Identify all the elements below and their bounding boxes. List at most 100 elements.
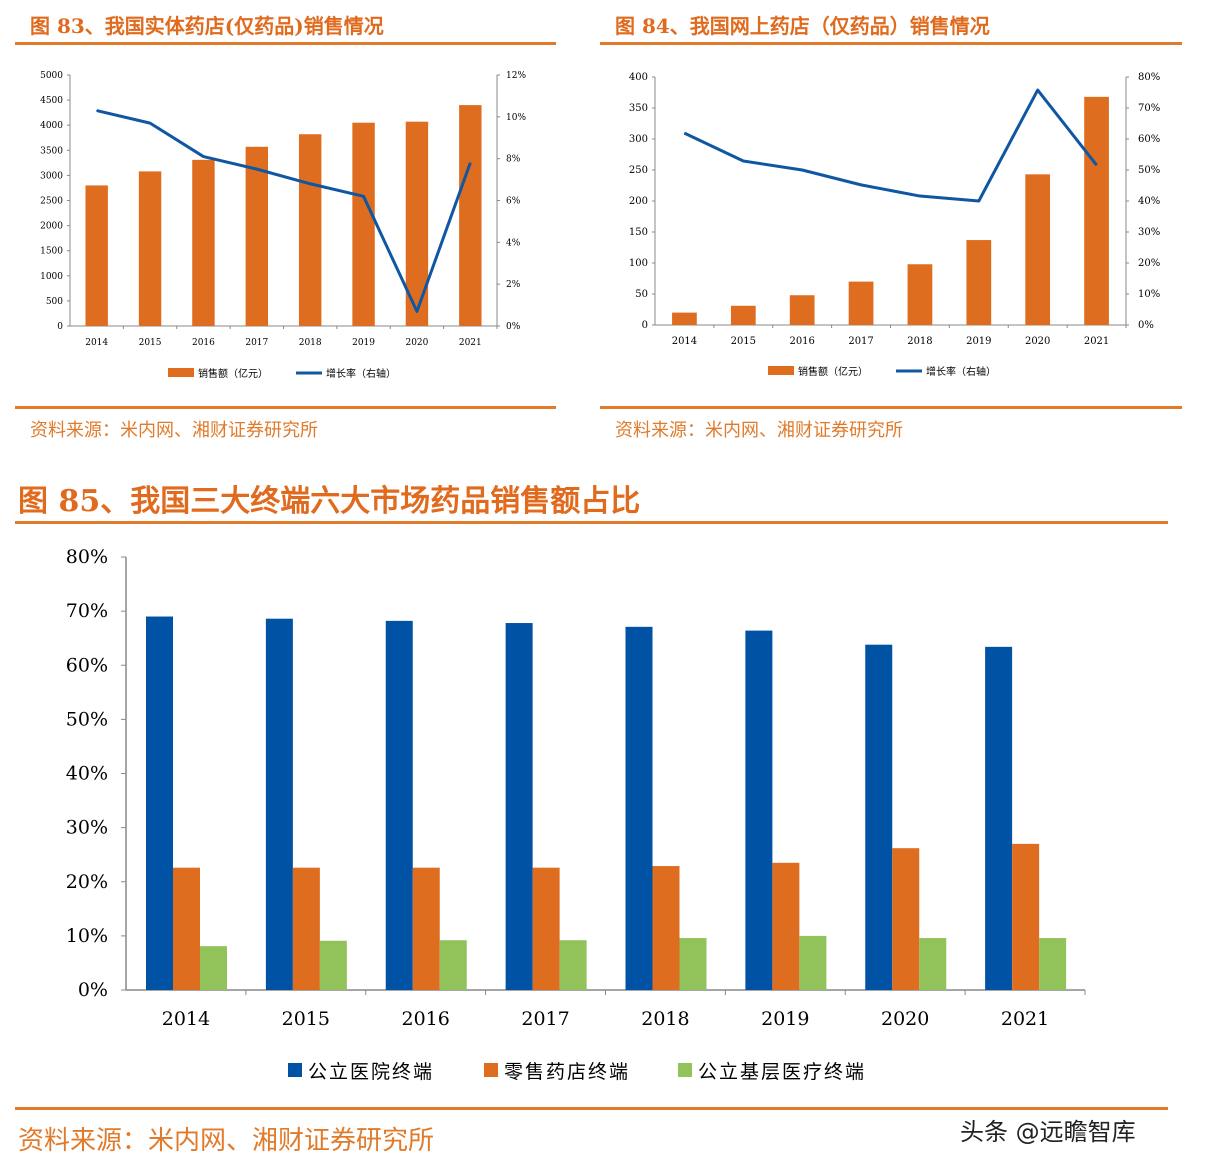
bar-2016-series-2 xyxy=(439,940,467,990)
y-tick-label: 50% xyxy=(66,708,108,730)
growth-point-2019 xyxy=(363,195,365,197)
x-tick-label: 2020 xyxy=(881,1008,929,1030)
growth-point-2021 xyxy=(1096,164,1098,166)
y-tick-label: 3500 xyxy=(40,146,63,156)
bar-2017 xyxy=(245,146,269,326)
bar-2021 xyxy=(1084,96,1109,325)
y-tick-label: 40% xyxy=(66,763,108,785)
y2-tick-label: 12% xyxy=(506,71,526,81)
y2-tick-label: 70% xyxy=(1138,103,1160,114)
fig83-bottom-rule xyxy=(15,406,556,409)
y-tick-label: 1500 xyxy=(40,247,63,257)
y2-tick-label: 30% xyxy=(1138,227,1160,238)
fig84-title: 图 84、我国网上药店（仅药品）销售情况 xyxy=(615,14,990,38)
growth-point-2017 xyxy=(860,184,862,186)
y2-tick-label: 50% xyxy=(1138,165,1160,176)
legend-swatch-1 xyxy=(484,1063,498,1077)
bar-2020-series-0 xyxy=(865,644,893,990)
x-tick-label: 2019 xyxy=(966,336,991,347)
growth-point-2018 xyxy=(309,183,311,185)
y2-tick-label: 8% xyxy=(506,155,521,165)
fig84-source: 资料来源：米内网、湘财证券研究所 xyxy=(615,420,903,441)
bar-2020-series-1 xyxy=(892,848,920,990)
x-tick-label: 2015 xyxy=(139,338,162,348)
y-tick-label: 400 xyxy=(629,72,648,83)
x-tick-label: 2014 xyxy=(672,336,697,347)
y-tick-label: 80% xyxy=(66,546,108,568)
fig83-title: 图 83、我国实体药店(仅药品)销售情况 xyxy=(30,14,384,38)
y-tick-label: 30% xyxy=(66,817,108,839)
y-tick-label: 0% xyxy=(78,979,108,1001)
fig84-bottom-rule xyxy=(600,406,1182,409)
x-tick-label: 2018 xyxy=(641,1008,689,1030)
growth-point-2015 xyxy=(149,122,151,124)
y-tick-label: 250 xyxy=(629,165,648,176)
y2-tick-label: 0% xyxy=(506,322,521,332)
x-tick-label: 2021 xyxy=(459,338,482,348)
legend-swatch-0 xyxy=(288,1063,302,1077)
y-tick-label: 200 xyxy=(629,196,648,207)
bar-2015 xyxy=(730,305,756,325)
y2-tick-label: 2% xyxy=(506,280,521,290)
x-tick-label: 2015 xyxy=(282,1008,330,1030)
x-tick-label: 2017 xyxy=(245,338,268,348)
bar-2021-series-2 xyxy=(1039,938,1067,990)
y-tick-label: 0 xyxy=(57,322,63,332)
y2-tick-label: 40% xyxy=(1138,196,1160,207)
legend-swatch-bar xyxy=(768,366,794,375)
bar-2015-series-1 xyxy=(292,867,320,990)
x-tick-label: 2016 xyxy=(789,336,814,347)
bar-2018-series-1 xyxy=(652,866,680,990)
growth-point-2015 xyxy=(742,160,744,162)
y2-tick-label: 60% xyxy=(1138,134,1160,145)
bar-2014 xyxy=(85,185,108,326)
y-tick-label: 5000 xyxy=(40,71,63,81)
bar-2016-series-1 xyxy=(412,867,440,990)
y2-tick-label: 10% xyxy=(1138,289,1160,300)
bar-2014-series-0 xyxy=(146,616,173,990)
x-tick-label: 2016 xyxy=(192,338,215,348)
bar-2021-series-0 xyxy=(985,646,1013,990)
y-tick-label: 4000 xyxy=(40,121,63,131)
fig85-source: 资料来源：米内网、湘财证券研究所 xyxy=(18,1126,435,1156)
y-tick-label: 500 xyxy=(46,297,63,307)
x-tick-label: 2018 xyxy=(907,336,932,347)
bar-2018-series-0 xyxy=(625,626,653,990)
x-tick-label: 2019 xyxy=(352,338,375,348)
bar-2019 xyxy=(966,240,992,325)
bar-2019-series-2 xyxy=(799,935,827,990)
y-tick-label: 20% xyxy=(66,871,108,893)
growth-point-2018 xyxy=(919,195,921,197)
growth-point-2017 xyxy=(256,168,258,170)
x-tick-label: 2017 xyxy=(848,336,873,347)
fig84-top-rule xyxy=(600,42,1182,45)
y-tick-label: 350 xyxy=(629,103,648,114)
fig85-bottom-rule xyxy=(15,1107,1168,1110)
bar-2015-series-0 xyxy=(265,618,293,990)
legend-swatch-2 xyxy=(678,1063,692,1077)
bar-2020 xyxy=(1025,174,1051,325)
bar-2018 xyxy=(298,134,322,326)
growth-point-2019 xyxy=(978,200,980,202)
x-tick-label: 2021 xyxy=(1001,1008,1049,1030)
y-tick-label: 10% xyxy=(66,925,108,947)
legend-label-bar: 销售额（亿元） xyxy=(798,365,868,378)
x-tick-label: 2019 xyxy=(761,1008,809,1030)
growth-point-2014 xyxy=(96,110,98,112)
y-tick-label: 4500 xyxy=(40,96,63,106)
legend-label-line: 增长率（右轴） xyxy=(326,367,396,380)
bar-2020-series-2 xyxy=(919,938,947,990)
bar-2019-series-0 xyxy=(745,630,773,990)
fig85-title: 图 85、我国三大终端六大市场药品销售额占比 xyxy=(18,484,641,519)
y-tick-label: 2000 xyxy=(40,222,63,232)
legend-label-2: 公立基层医疗终端 xyxy=(698,1061,866,1083)
growth-point-2016 xyxy=(202,156,204,158)
x-tick-label: 2020 xyxy=(1025,336,1050,347)
x-tick-label: 2016 xyxy=(402,1008,450,1030)
growth-point-2021 xyxy=(469,162,471,164)
y-tick-label: 1000 xyxy=(40,272,63,282)
bar-2020 xyxy=(405,121,429,326)
growth-line xyxy=(96,109,472,313)
y-tick-label: 300 xyxy=(629,134,648,145)
